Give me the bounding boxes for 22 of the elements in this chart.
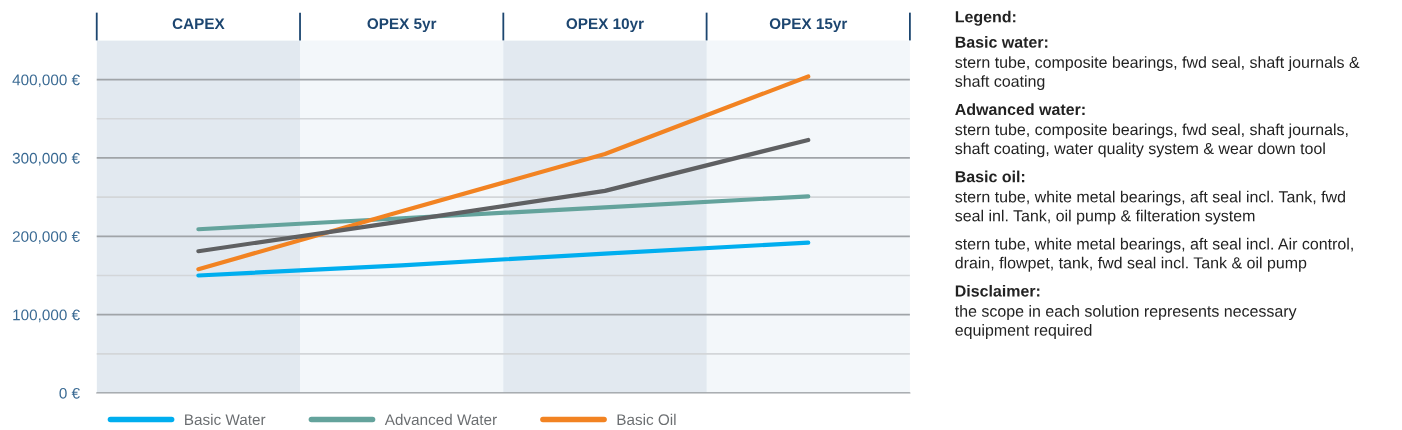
text: Legend: xyxy=(955,10,1016,26)
y-tick-label: 300,000 € xyxy=(12,152,80,166)
line-series xyxy=(196,240,811,278)
y-tick-label: 0 € xyxy=(59,387,80,399)
line-series xyxy=(196,74,811,272)
text: Basic water: stern tube, composite bearings, fwd seal, shaft journals & shaft coating xyxy=(955,36,1360,91)
x-tick-label: OPEX 5yr xyxy=(367,18,437,33)
text: Disclaimer: the scope in each solution represents necessary equipment required xyxy=(955,284,1297,339)
y-tick-label: 400,000 € xyxy=(12,74,80,88)
text: stern tube, white metal bearings, aft seal incl. Air control, drain, flowpet, tank, fwd seal incl. Tank & oil pump xyxy=(955,237,1353,272)
text: Adwanced water: stern tube, composite bearings, fwd seal, shaft journals, shaft coating, water quality system & wear down tool xyxy=(955,103,1348,158)
legend-label: Basic Oil xyxy=(617,413,676,426)
x-tick-label: OPEX 15yr xyxy=(769,18,848,33)
text: Basic oil: stern tube, white metal bearings, aft seal incl. Tank, fwd seal inl. Tank, oil pump & filteration system xyxy=(955,170,1345,225)
y-tick-label: 200,000 € xyxy=(12,231,80,244)
y-tick-label: 100,000 € xyxy=(13,309,80,323)
x-tick-label: OPEX 10yr xyxy=(566,18,644,33)
legend-label: Basic Water xyxy=(185,413,266,426)
x-tick-label: CAPEX xyxy=(172,18,225,30)
legend-label: Advanced Water xyxy=(384,413,497,426)
line-series xyxy=(196,137,811,254)
line-series xyxy=(196,194,811,232)
